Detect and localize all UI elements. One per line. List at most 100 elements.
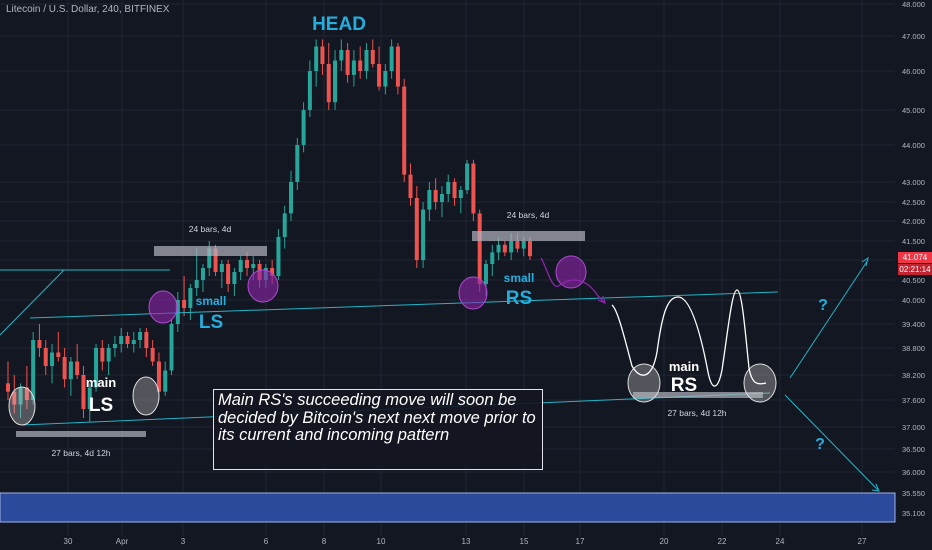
candle-body — [125, 336, 130, 344]
y-tick-label: 48.000 — [902, 0, 925, 9]
candle-body — [471, 163, 476, 214]
x-tick-label: Apr — [116, 537, 129, 546]
candle-body — [24, 387, 29, 400]
candle-body — [521, 241, 526, 249]
candle-body — [131, 340, 136, 344]
main-rs-label-top: main — [669, 359, 699, 374]
candle-body — [251, 264, 256, 268]
y-tick-label: 42.000 — [902, 217, 925, 226]
candle-body — [446, 182, 451, 194]
candle-body — [270, 268, 275, 276]
y-tick-label: 45.000 — [902, 106, 925, 115]
small-ls-label-top: small — [196, 294, 227, 308]
candle-body — [295, 145, 300, 182]
candle-body — [433, 190, 438, 202]
candle-body — [207, 248, 212, 268]
y-tick-label: 37.600 — [902, 396, 925, 405]
candle-body — [62, 357, 67, 380]
main-ls-label-bottom: LS — [89, 395, 113, 416]
x-tick-label: 6 — [264, 537, 269, 546]
candle-body — [383, 71, 388, 87]
candle-body — [502, 244, 507, 253]
left-rising-trendline — [0, 269, 65, 336]
candle-body — [37, 340, 42, 348]
y-tick-label: 36.500 — [902, 445, 925, 454]
candle-body — [6, 383, 10, 392]
candle-body — [244, 260, 249, 268]
candle-body — [238, 260, 243, 272]
time-axis: 30 Apr 3 6 8 10 13 15 17 20 22 24 27 — [64, 537, 867, 546]
candle-body — [389, 46, 394, 71]
x-tick-label: 10 — [377, 537, 386, 546]
candle-body — [301, 110, 306, 145]
candle-body — [490, 252, 495, 264]
main-ls-left-ellipse — [8, 386, 36, 426]
candle-body — [427, 190, 432, 210]
small-ls-label-bottom: LS — [199, 312, 223, 333]
y-tick-label: 43.000 — [902, 178, 925, 187]
candle-body — [232, 272, 237, 284]
candle-body — [50, 352, 55, 366]
chart-header-title: Litecoin / U.S. Dollar, 240, BITFINEX — [6, 4, 170, 15]
y-tick-label: 38.800 — [902, 344, 925, 353]
candle-body — [56, 352, 61, 357]
candle-body — [68, 361, 73, 380]
candle-body — [163, 370, 168, 392]
candle-body — [175, 300, 180, 324]
candle-body — [12, 391, 17, 405]
x-tick-label: 22 — [718, 537, 727, 546]
candle-body — [307, 71, 312, 110]
y-tick-label: 36.000 — [902, 468, 925, 477]
head-label: HEAD — [312, 14, 366, 35]
main-ls-range-rect — [16, 431, 146, 437]
candle-body — [276, 237, 281, 276]
candle-body — [458, 190, 463, 198]
small-ls-left-ellipse — [148, 290, 178, 324]
candle-body — [182, 300, 187, 308]
candle-body — [119, 336, 124, 344]
candle-body — [213, 248, 218, 272]
small-rs-projection-arrow-head — [597, 295, 607, 305]
x-tick-label: 20 — [660, 537, 669, 546]
candle-body — [106, 348, 111, 362]
candle-body — [358, 60, 363, 71]
projection-up-arrow — [789, 259, 869, 379]
candle-body — [528, 241, 532, 257]
candle-body — [414, 198, 419, 260]
candles — [6, 39, 532, 423]
candle-body — [402, 86, 407, 175]
y-tick-label: 35.100 — [902, 509, 925, 518]
candle-body — [43, 348, 48, 366]
candle-body — [483, 264, 488, 284]
candle-body — [421, 209, 426, 260]
candle-body — [377, 64, 382, 87]
y-tick-label: 35.550 — [902, 489, 925, 498]
small-ls-right-ellipse — [247, 269, 279, 303]
small-rs-left-ellipse — [458, 276, 488, 310]
main-ls-label-top: main — [86, 375, 116, 390]
candle-body — [226, 264, 231, 284]
candle-body — [509, 241, 514, 253]
main-rs-range-rect — [633, 392, 763, 398]
bars-label-1: 24 bars, 4d — [189, 224, 232, 234]
candle-body — [188, 288, 193, 308]
x-tick-label: 13 — [462, 537, 471, 546]
y-tick-label: 38.200 — [902, 371, 925, 380]
y-tick-label: 41.500 — [902, 237, 925, 246]
small-rs-label-bottom: RS — [506, 288, 532, 309]
x-tick-label: 27 — [858, 537, 867, 546]
candle-body — [326, 64, 331, 103]
candle-body — [408, 174, 413, 198]
candle-body — [333, 60, 338, 103]
candle-body — [314, 46, 319, 71]
candle-body — [100, 348, 105, 362]
candle-body — [320, 46, 325, 64]
main-rs-right-ellipse — [743, 363, 777, 403]
x-tick-label: 3 — [181, 537, 186, 546]
y-tick-label: 44.000 — [902, 141, 925, 150]
question-mark-up: ? — [818, 297, 828, 314]
main-rs-left-ellipse — [627, 363, 661, 403]
candle-body — [156, 361, 161, 392]
candle-body — [138, 332, 143, 340]
